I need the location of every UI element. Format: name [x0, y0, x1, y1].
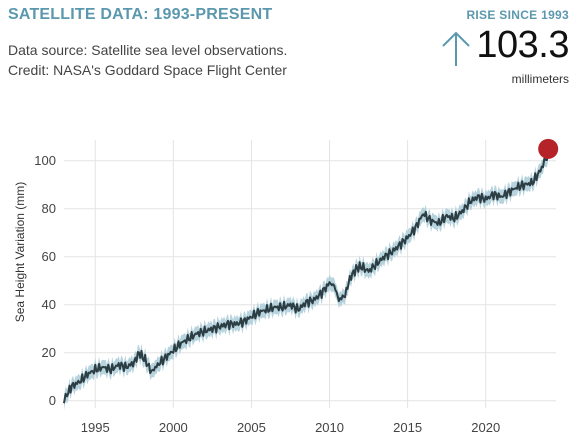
- x-tick-label: 2005: [237, 420, 266, 435]
- x-tick-label: 2000: [159, 420, 188, 435]
- x-tick-label: 2020: [471, 420, 500, 435]
- y-axis-label: Sea Height Variation (mm): [13, 182, 27, 323]
- y-tick-label: 0: [49, 393, 56, 408]
- uncertainty-band: [64, 146, 549, 411]
- y-tick-label: 80: [42, 201, 56, 216]
- arrow-up-icon: [442, 31, 470, 66]
- chart-title: SATELLITE DATA: 1993-PRESENT: [8, 6, 273, 23]
- x-axis-ticks: 1995 2000 2005 2010 2015 2020: [81, 420, 500, 435]
- source-line: Data source: Satellite sea level observa…: [8, 42, 288, 58]
- y-tick-label: 60: [42, 249, 56, 264]
- sea-level-line: [63, 153, 550, 404]
- y-axis-ticks: 0 20 40 60 80 100: [34, 153, 56, 408]
- credit-line: Credit: NASA's Goddard Space Flight Cent…: [8, 62, 287, 78]
- x-tick-label: 1995: [81, 420, 110, 435]
- y-tick-label: 100: [34, 153, 56, 168]
- x-tick-label: 2010: [315, 420, 344, 435]
- rise-unit: millimeters: [511, 72, 569, 86]
- data-source-text: Data source: Satellite sea level observa…: [8, 40, 287, 80]
- latest-value-marker[interactable]: [538, 138, 559, 159]
- rise-label: RISE SINCE 1993: [466, 8, 569, 22]
- grid: [64, 140, 556, 408]
- x-tick-label: 2015: [393, 420, 422, 435]
- y-tick-label: 20: [42, 345, 56, 360]
- y-tick-label: 40: [42, 297, 56, 312]
- rise-value: 103.3: [476, 24, 569, 66]
- sea-level-chart: 0 20 40 60 80 100 1995 2000 2005 2010 2015 2020 Se…: [13, 138, 559, 435]
